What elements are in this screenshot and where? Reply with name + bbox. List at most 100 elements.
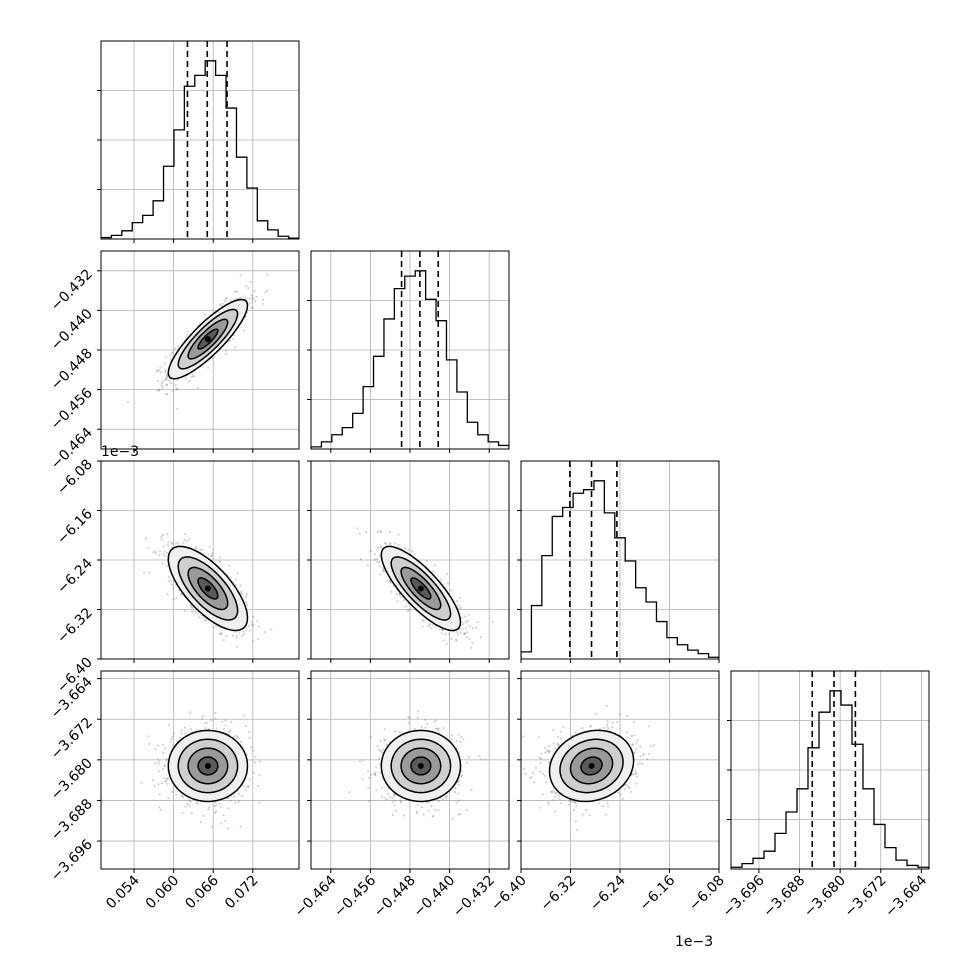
scatter-point — [408, 716, 411, 719]
scatter-point — [204, 618, 207, 622]
scatter-point — [491, 620, 494, 623]
scatter-point — [384, 797, 387, 800]
scatter-point — [168, 723, 171, 726]
scatter-point — [207, 727, 211, 730]
scatter-point — [424, 726, 427, 729]
scatter-point — [162, 751, 165, 754]
scatter-point — [369, 549, 373, 553]
scatter-point — [465, 761, 469, 764]
scatter-point — [455, 740, 458, 743]
scatter-point — [458, 751, 461, 754]
scatter-point — [451, 817, 454, 820]
scatter-panel-3-0 — [97, 670, 300, 873]
scatter-point — [165, 383, 169, 386]
scatter-point — [165, 375, 168, 378]
scatter-point — [214, 811, 217, 814]
scatter-point — [606, 726, 609, 729]
scatter-point — [220, 805, 223, 808]
scatter-point — [556, 742, 559, 745]
scatter-point — [161, 380, 165, 383]
scatter-point — [158, 806, 161, 809]
scatter-point — [154, 551, 157, 555]
scatter-point — [167, 541, 170, 544]
density-peak — [204, 585, 211, 592]
scatter-point — [420, 725, 423, 729]
density-contour-1 — [390, 738, 452, 794]
scatter-point — [398, 593, 401, 596]
scatter-point — [575, 805, 578, 808]
scatter-point — [157, 388, 160, 391]
scatter-point — [425, 801, 429, 804]
scatter-point — [229, 729, 232, 733]
scatter-point — [457, 633, 460, 636]
scatter-point — [190, 610, 194, 613]
scatter-point — [148, 742, 151, 745]
scatter-point — [463, 615, 467, 618]
scatter-point — [166, 777, 170, 780]
scatter-point — [228, 564, 231, 567]
scatter-point — [399, 596, 402, 599]
scatter-point — [235, 636, 238, 639]
scatter-point — [160, 535, 163, 538]
scatter-point — [398, 730, 401, 733]
scatter-point — [224, 820, 227, 823]
scatter-point — [215, 727, 218, 730]
scatter-point — [235, 645, 238, 649]
scatter-point — [359, 557, 363, 561]
scatter-point — [397, 543, 400, 546]
scatter-point — [372, 772, 376, 775]
scatter-point — [459, 605, 462, 609]
scatter-point — [158, 760, 161, 763]
scatter-point — [383, 542, 386, 545]
scatter-point — [450, 738, 453, 741]
scatter-point — [237, 800, 240, 803]
scatter-point — [253, 761, 257, 764]
scatter-point — [193, 375, 196, 378]
scatter-point — [386, 792, 390, 795]
scatter-point — [190, 812, 193, 815]
scatter-point — [160, 782, 164, 785]
scatter-point — [241, 634, 244, 638]
scatter-point — [224, 719, 227, 722]
density-peak — [204, 762, 211, 769]
scatter-point — [435, 719, 438, 722]
scatter-point — [445, 572, 449, 576]
scatter-point — [162, 553, 165, 556]
scatter-point — [242, 714, 246, 717]
scatter-point — [218, 559, 221, 563]
scatter-point — [242, 630, 245, 633]
scatter-point — [455, 631, 458, 634]
scatter-point — [433, 563, 436, 566]
scatter-point — [456, 604, 460, 607]
scatter-point — [126, 401, 130, 404]
scatter-point — [186, 334, 189, 337]
scatter-point — [381, 786, 384, 789]
scatter-point — [385, 580, 388, 583]
scatter-point — [158, 554, 161, 557]
scatter-point — [544, 751, 547, 754]
panel-content — [356, 527, 494, 650]
scatter-point — [378, 757, 381, 760]
scatter-point — [166, 543, 170, 546]
scatter-point — [175, 388, 179, 391]
scatter-point — [427, 625, 430, 628]
scatter-point — [239, 740, 243, 743]
scatter-point — [251, 306, 254, 310]
scatter-point — [547, 761, 551, 764]
scatter-point — [471, 641, 474, 644]
scatter-point — [415, 812, 419, 815]
scatter-point — [180, 593, 183, 596]
scatter-point — [446, 582, 449, 585]
scatter-point — [373, 773, 376, 776]
scatter-point — [169, 578, 172, 582]
scatter-point — [424, 718, 427, 721]
scatter-point — [433, 720, 436, 723]
scatter-point — [166, 533, 169, 536]
scatter-point — [380, 751, 384, 754]
scatter-point — [190, 376, 193, 379]
scatter-point — [252, 623, 255, 626]
scatter-point — [470, 646, 473, 650]
scatter-point — [431, 570, 435, 573]
scatter-point — [170, 351, 174, 354]
scatter-point — [220, 822, 223, 825]
